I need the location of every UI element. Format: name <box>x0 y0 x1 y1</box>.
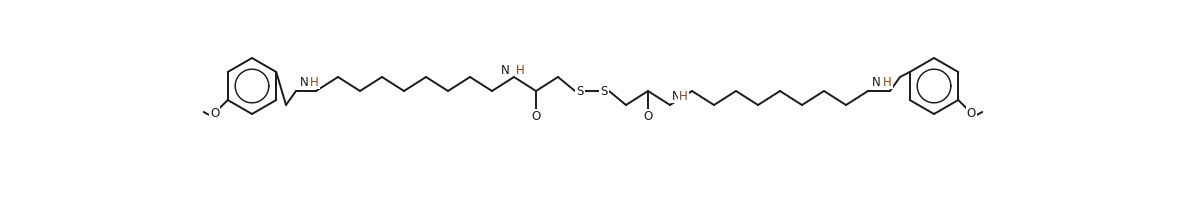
Text: N: N <box>871 76 881 89</box>
Text: H: H <box>516 63 525 76</box>
Text: H: H <box>310 76 318 89</box>
Text: H: H <box>883 76 892 89</box>
Text: O: O <box>532 110 541 123</box>
Text: S: S <box>600 84 607 97</box>
Text: N: N <box>300 76 308 89</box>
Text: N: N <box>673 89 681 103</box>
Text: O: O <box>643 110 652 123</box>
Text: O: O <box>210 107 219 119</box>
Text: N: N <box>501 63 510 76</box>
Text: S: S <box>577 84 584 97</box>
Text: H: H <box>678 89 688 103</box>
Text: O: O <box>966 107 976 119</box>
